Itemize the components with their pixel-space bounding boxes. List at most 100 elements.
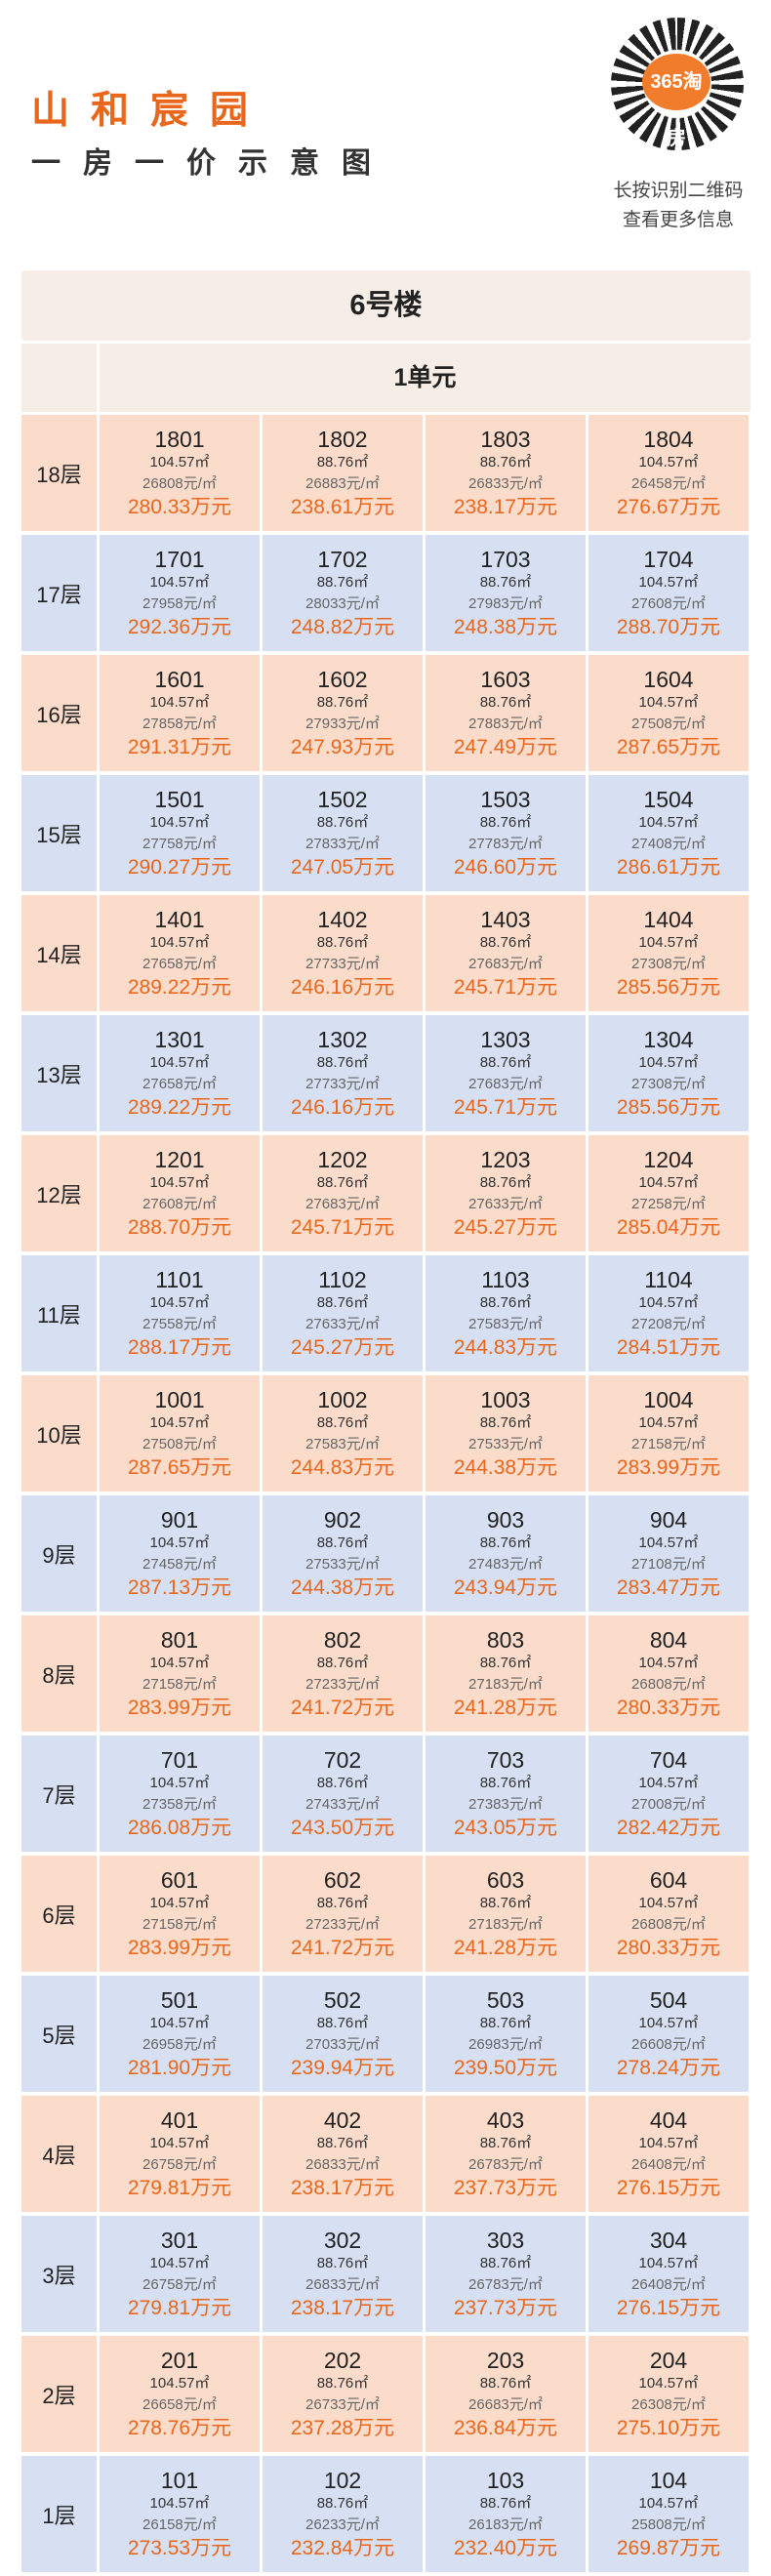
room-cell[interactable]: 803 88.76㎡ 27183元/㎡ 241.28万元 — [426, 1615, 586, 1732]
unit-header-blank — [21, 344, 97, 412]
room-cell[interactable]: 1601 104.57㎡ 27858元/㎡ 291.31万元 — [100, 655, 260, 771]
room-cell[interactable]: 403 88.76㎡ 26783元/㎡ 237.73万元 — [426, 2096, 586, 2212]
room-cell[interactable]: 1001 104.57㎡ 27508元/㎡ 287.65万元 — [100, 1375, 260, 1492]
room-number: 703 — [486, 1747, 525, 1773]
room-cell[interactable]: 1702 88.76㎡ 28033元/㎡ 248.82万元 — [263, 535, 423, 651]
room-cell[interactable]: 801 104.57㎡ 27158元/㎡ 283.99万元 — [100, 1615, 260, 1732]
room-cell[interactable]: 601 104.57㎡ 27158元/㎡ 283.99万元 — [100, 1856, 260, 1972]
room-number: 701 — [160, 1747, 199, 1773]
room-cell[interactable]: 703 88.76㎡ 27383元/㎡ 243.05万元 — [426, 1736, 586, 1852]
room-cell[interactable]: 1503 88.76㎡ 27783元/㎡ 246.60万元 — [426, 775, 586, 891]
room-cell[interactable]: 1604 104.57㎡ 27508元/㎡ 287.65万元 — [588, 655, 749, 771]
room-cell[interactable]: 903 88.76㎡ 27483元/㎡ 243.94万元 — [426, 1495, 586, 1612]
room-cell[interactable]: 204 104.57㎡ 26308元/㎡ 275.10万元 — [588, 2336, 749, 2452]
room-cell[interactable]: 1102 88.76㎡ 27633元/㎡ 245.27万元 — [263, 1255, 423, 1371]
room-cell[interactable]: 1201 104.57㎡ 27608元/㎡ 288.70万元 — [100, 1135, 260, 1251]
room-cell[interactable]: 104 104.57㎡ 25808元/㎡ 269.87万元 — [588, 2456, 749, 2572]
floor-row: 5层 501 104.57㎡ 26958元/㎡ 281.90万元 502 88.76㎡ 270… — [21, 1976, 751, 2092]
room-area: 104.57㎡ — [149, 574, 210, 591]
page-header: 山和宸园 一房一价示意图 365淘房 长按识别二维码 查看更多信息 — [0, 0, 771, 259]
room-cell[interactable]: 1304 104.57㎡ 27308元/㎡ 285.56万元 — [588, 1015, 749, 1131]
room-unit-price: 26458元/㎡ — [631, 475, 706, 492]
room-cell[interactable]: 1202 88.76㎡ 27683元/㎡ 245.71万元 — [263, 1135, 423, 1251]
room-cell[interactable]: 1203 88.76㎡ 27633元/㎡ 245.27万元 — [426, 1135, 586, 1251]
room-cell[interactable]: 904 104.57㎡ 27108元/㎡ 283.47万元 — [588, 1495, 749, 1612]
room-unit-price: 27008元/㎡ — [631, 1796, 706, 1813]
room-cell[interactable]: 1303 88.76㎡ 27683元/㎡ 245.71万元 — [426, 1015, 586, 1131]
room-cell[interactable]: 303 88.76㎡ 26783元/㎡ 237.73万元 — [426, 2216, 586, 2332]
room-cell[interactable]: 1501 104.57㎡ 27758元/㎡ 290.27万元 — [100, 775, 260, 891]
room-total-price: 245.27万元 — [290, 1336, 395, 1359]
room-cell[interactable]: 301 104.57㎡ 26758元/㎡ 279.81万元 — [100, 2216, 260, 2332]
room-cell[interactable]: 1004 104.57㎡ 27158元/㎡ 283.99万元 — [588, 1375, 749, 1492]
room-cell[interactable]: 902 88.76㎡ 27533元/㎡ 244.38万元 — [263, 1495, 423, 1612]
room-cell[interactable]: 702 88.76㎡ 27433元/㎡ 243.50万元 — [263, 1736, 423, 1852]
room-cell[interactable]: 1403 88.76㎡ 27683元/㎡ 245.71万元 — [426, 895, 586, 1011]
room-cell[interactable]: 1801 104.57㎡ 26808元/㎡ 280.33万元 — [100, 415, 260, 531]
room-unit-price: 27483元/㎡ — [468, 1556, 543, 1573]
room-cell[interactable]: 1401 104.57㎡ 27658元/㎡ 289.22万元 — [100, 895, 260, 1011]
room-cell[interactable]: 404 104.57㎡ 26408元/㎡ 276.15万元 — [588, 2096, 749, 2212]
room-cell[interactable]: 1802 88.76㎡ 26883元/㎡ 238.61万元 — [263, 415, 423, 531]
room-cell[interactable]: 1204 104.57㎡ 27258元/㎡ 285.04万元 — [588, 1135, 749, 1251]
room-cell[interactable]: 504 104.57㎡ 26608元/㎡ 278.24万元 — [588, 1976, 749, 2092]
room-cell[interactable]: 1003 88.76㎡ 27533元/㎡ 244.38万元 — [426, 1375, 586, 1492]
room-cell[interactable]: 302 88.76㎡ 26833元/㎡ 238.17万元 — [263, 2216, 423, 2332]
room-cell[interactable]: 501 104.57㎡ 26958元/㎡ 281.90万元 — [100, 1976, 260, 2092]
floor-label: 4层 — [21, 2096, 97, 2212]
room-cell[interactable]: 402 88.76㎡ 26833元/㎡ 238.17万元 — [263, 2096, 423, 2212]
room-cell[interactable]: 701 104.57㎡ 27358元/㎡ 286.08万元 — [100, 1736, 260, 1852]
room-cell[interactable]: 1402 88.76㎡ 27733元/㎡ 246.16万元 — [263, 895, 423, 1011]
room-cell[interactable]: 401 104.57㎡ 26758元/㎡ 279.81万元 — [100, 2096, 260, 2212]
room-cell[interactable]: 1104 104.57㎡ 27208元/㎡ 284.51万元 — [588, 1255, 749, 1371]
room-cell[interactable]: 103 88.76㎡ 26183元/㎡ 232.40万元 — [426, 2456, 586, 2572]
room-number: 904 — [649, 1507, 688, 1533]
room-area: 104.57㎡ — [638, 574, 699, 591]
room-total-price: 238.17万元 — [453, 496, 558, 518]
room-cell[interactable]: 1103 88.76㎡ 27583元/㎡ 244.83万元 — [426, 1255, 586, 1371]
room-cell[interactable]: 503 88.76㎡ 26983元/㎡ 239.50万元 — [426, 1976, 586, 2092]
room-total-price: 276.67万元 — [616, 496, 721, 518]
room-cell[interactable]: 1804 104.57㎡ 26458元/㎡ 276.67万元 — [588, 415, 749, 531]
room-cell[interactable]: 1101 104.57㎡ 27558元/㎡ 288.17万元 — [100, 1255, 260, 1371]
room-cell[interactable]: 203 88.76㎡ 26683元/㎡ 236.84万元 — [426, 2336, 586, 2452]
room-cell[interactable]: 602 88.76㎡ 27233元/㎡ 241.72万元 — [263, 1856, 423, 1972]
room-cell[interactable]: 1002 88.76㎡ 27583元/㎡ 244.83万元 — [263, 1375, 423, 1492]
room-cell[interactable]: 603 88.76㎡ 27183元/㎡ 241.28万元 — [426, 1856, 586, 1972]
room-area: 104.57㎡ — [149, 1174, 210, 1191]
room-cell[interactable]: 1602 88.76㎡ 27933元/㎡ 247.93万元 — [263, 655, 423, 771]
floor-label: 6层 — [21, 1856, 97, 1972]
room-unit-price: 27658元/㎡ — [142, 1076, 217, 1092]
room-cell[interactable]: 202 88.76㎡ 26733元/㎡ 237.28万元 — [263, 2336, 423, 2452]
room-cell[interactable]: 1701 104.57㎡ 27958元/㎡ 292.36万元 — [100, 535, 260, 651]
room-unit-price: 26808元/㎡ — [631, 1916, 706, 1933]
room-cell[interactable]: 704 104.57㎡ 27008元/㎡ 282.42万元 — [588, 1736, 749, 1852]
room-cell[interactable]: 1704 104.57㎡ 27608元/㎡ 288.70万元 — [588, 535, 749, 651]
room-cell[interactable]: 1603 88.76㎡ 27883元/㎡ 247.49万元 — [426, 655, 586, 771]
room-unit-price: 26958元/㎡ — [142, 2036, 217, 2053]
room-cell[interactable]: 102 88.76㎡ 26233元/㎡ 232.84万元 — [263, 2456, 423, 2572]
room-cell[interactable]: 1504 104.57㎡ 27408元/㎡ 286.61万元 — [588, 775, 749, 891]
room-cell[interactable]: 804 104.57㎡ 26808元/㎡ 280.33万元 — [588, 1615, 749, 1732]
room-unit-price: 27883元/㎡ — [468, 716, 543, 732]
room-number: 702 — [323, 1747, 362, 1773]
room-cell[interactable]: 201 104.57㎡ 26658元/㎡ 278.76万元 — [100, 2336, 260, 2452]
room-unit-price: 27733元/㎡ — [305, 1076, 380, 1092]
room-cell[interactable]: 1302 88.76㎡ 27733元/㎡ 246.16万元 — [263, 1015, 423, 1131]
room-cell[interactable]: 1404 104.57㎡ 27308元/㎡ 285.56万元 — [588, 895, 749, 1011]
room-cell[interactable]: 1703 88.76㎡ 27983元/㎡ 248.38万元 — [426, 535, 586, 651]
room-cell[interactable]: 1803 88.76㎡ 26833元/㎡ 238.17万元 — [426, 415, 586, 531]
room-cell[interactable]: 604 104.57㎡ 26808元/㎡ 280.33万元 — [588, 1856, 749, 1972]
room-unit-price: 26683元/㎡ — [468, 2396, 543, 2413]
room-cell[interactable]: 901 104.57㎡ 27458元/㎡ 287.13万元 — [100, 1495, 260, 1612]
room-cell[interactable]: 101 104.57㎡ 26158元/㎡ 273.53万元 — [100, 2456, 260, 2572]
room-cell[interactable]: 1502 88.76㎡ 27833元/㎡ 247.05万元 — [263, 775, 423, 891]
floor-label: 15层 — [21, 775, 97, 891]
room-number: 1302 — [317, 1027, 368, 1052]
room-cell[interactable]: 304 104.57㎡ 26408元/㎡ 276.15万元 — [588, 2216, 749, 2332]
room-cell[interactable]: 802 88.76㎡ 27233元/㎡ 241.72万元 — [263, 1615, 423, 1732]
room-cell[interactable]: 1301 104.57㎡ 27658元/㎡ 289.22万元 — [100, 1015, 260, 1131]
room-cell[interactable]: 502 88.76㎡ 27033元/㎡ 239.94万元 — [263, 1976, 423, 2092]
room-number: 1802 — [317, 427, 368, 452]
room-area: 104.57㎡ — [638, 1895, 699, 1911]
